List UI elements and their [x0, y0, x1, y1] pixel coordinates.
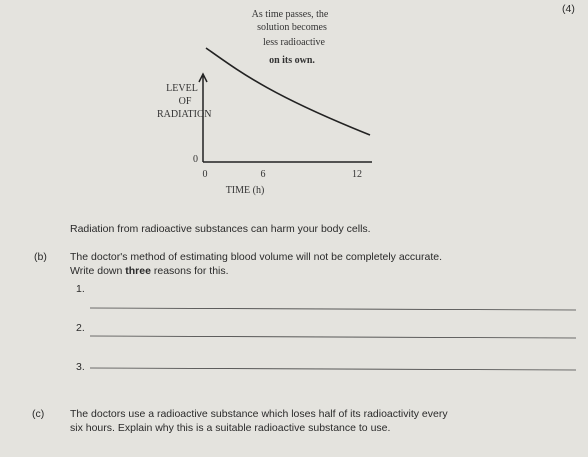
answer-line [89, 335, 577, 339]
y-axis [198, 72, 208, 162]
part-label: (b) [34, 251, 47, 263]
question-text: The doctor's method of estimating blood … [70, 251, 442, 263]
question-text: The doctors use a radioactive substance … [70, 408, 448, 420]
text: reasons for this. [151, 265, 229, 277]
y-tick: 0 [193, 154, 198, 165]
answer-number: 2. [76, 322, 85, 334]
text: Write down [70, 265, 125, 277]
annotation: on its own. [269, 55, 315, 66]
answer-line [89, 307, 577, 311]
x-tick: 12 [352, 169, 362, 180]
y-label: LEVEL [166, 83, 198, 94]
emphasis: three [125, 265, 151, 277]
marks: (4) [562, 3, 575, 15]
decay-curve [205, 47, 371, 136]
y-label: RADIATION [157, 109, 211, 120]
question-text: six hours. Explain why this is a suitabl… [70, 422, 390, 434]
x-tick: 0 [203, 169, 208, 180]
annotation: As time passes, the [252, 9, 329, 20]
annotation: less radioactive [263, 37, 325, 48]
statement: Radiation from radioactive substances ca… [70, 223, 371, 235]
answer-number: 3. [76, 361, 85, 373]
answer-line [89, 367, 577, 371]
x-tick: 6 [261, 169, 266, 180]
question-text: Write down three reasons for this. [70, 265, 229, 277]
part-label: (c) [32, 408, 44, 420]
x-label: TIME (h) [226, 185, 265, 196]
annotation: solution becomes [257, 22, 327, 33]
answer-number: 1. [76, 283, 85, 295]
graph: As time passes, the solution becomes les… [157, 9, 372, 196]
y-label: OF [179, 96, 192, 107]
